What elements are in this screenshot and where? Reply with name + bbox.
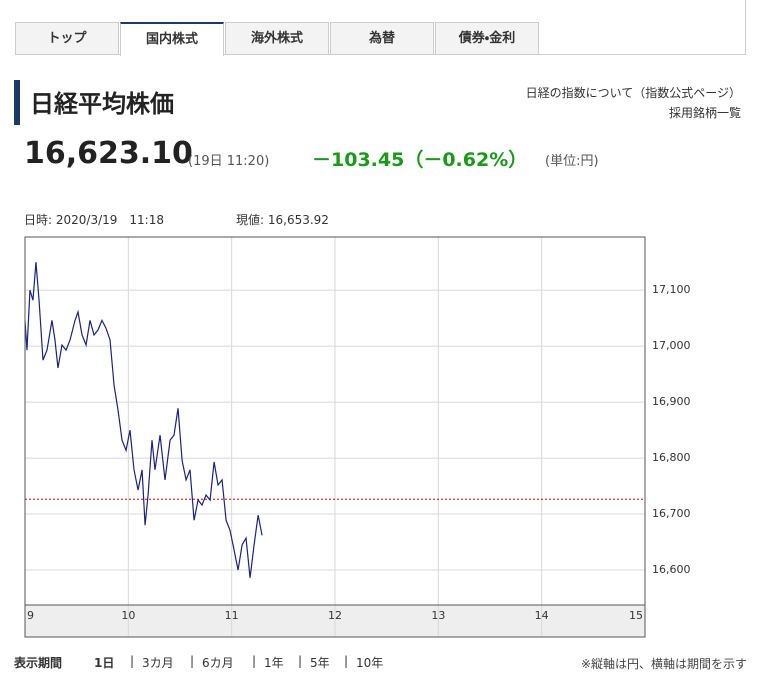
period-option[interactable]: 10年 [356, 656, 384, 670]
x-tick-label: 12 [328, 609, 342, 622]
price-change: －103.45（－0.62%） [312, 149, 528, 171]
title-bar [14, 80, 20, 125]
tab[interactable]: トップ [15, 22, 119, 55]
unit: (単位:円) [545, 154, 599, 169]
footnote: ※縦軸は円、横軸は期間を示す [580, 657, 747, 671]
y-tick-label: 16,900 [652, 395, 691, 408]
tab[interactable]: 為替 [330, 22, 434, 55]
tab-edge [745, 0, 746, 55]
price-line [24, 262, 263, 578]
quote-time: (19日 11:20) [188, 154, 270, 169]
period-label: 表示期間 [14, 656, 63, 670]
tab[interactable]: 債券・金利 [435, 22, 539, 55]
x-tick-label: 9 [27, 609, 34, 622]
chart-current: 現値: 16,653.92 [236, 213, 329, 227]
y-tick-label: 16,800 [652, 451, 691, 464]
x-tick-label: 15 [629, 609, 643, 622]
chart-datetime: 日時: 2020/3/19 11:18 [24, 213, 164, 227]
x-tick-label: 10 [121, 609, 135, 622]
plot-border [24, 236, 646, 638]
x-tick-label: 11 [225, 609, 239, 622]
period-option[interactable]: 3カ月 [142, 656, 174, 670]
page-title: 日経平均株価 [30, 90, 174, 118]
link[interactable]: 採用銘柄一覧 [668, 106, 741, 120]
period-option[interactable]: 1年 [264, 656, 284, 670]
x-tick-label: 13 [431, 609, 445, 622]
link[interactable]: 日経の指数について（指数公式ページ） [525, 86, 741, 100]
tab-selected[interactable]: 国内株式 [120, 22, 224, 56]
y-tick-label: 16,700 [652, 507, 691, 520]
x-tick-label: 14 [535, 609, 549, 622]
price: 16,623.10 [24, 136, 193, 171]
chart: 9 10 11 12 13 14 15 16,600 16,700 16,800 16,900 17,… [24, 236, 691, 638]
y-tick-label: 16,600 [652, 563, 691, 576]
period-option[interactable]: 6カ月 [202, 656, 234, 670]
period-option[interactable]: 5年 [310, 656, 330, 670]
y-tick-label: 17,100 [652, 283, 691, 296]
period-option[interactable]: 1日 [94, 656, 115, 670]
y-tick-label: 17,000 [652, 339, 691, 352]
tab[interactable]: 海外株式 [225, 22, 329, 55]
